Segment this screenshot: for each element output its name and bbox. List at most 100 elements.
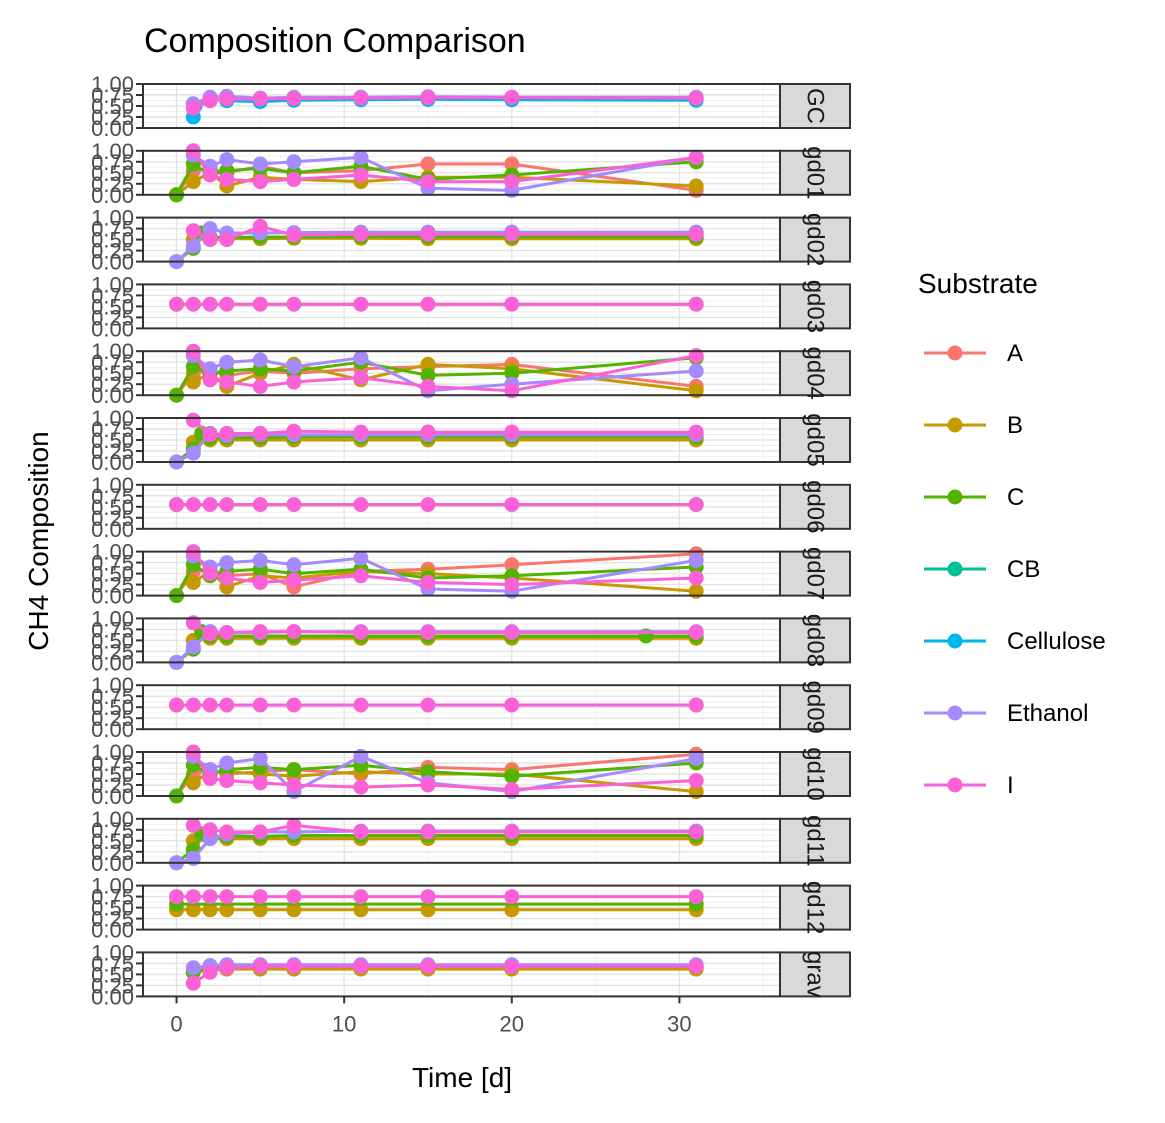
data-point <box>286 817 302 833</box>
data-point <box>185 975 201 991</box>
y-tick-label: 0.25 <box>91 105 134 130</box>
data-point <box>252 296 268 312</box>
facet-panel-gd09: 0.000.250.500.751.00 gd09 <box>91 673 851 742</box>
y-tick-label: 0.50 <box>91 161 134 186</box>
data-point <box>252 697 268 713</box>
y-tick-label: 0.75 <box>91 484 134 509</box>
y-tick-label: 0.25 <box>91 506 134 531</box>
data-point <box>504 226 520 242</box>
y-tick-label: 0.75 <box>91 885 134 910</box>
y-tick-label: 0.50 <box>91 428 134 453</box>
data-point <box>688 424 704 440</box>
data-point <box>504 889 520 905</box>
facet-strip <box>779 350 851 397</box>
data-point <box>504 296 520 312</box>
series-I <box>185 959 704 991</box>
facet-strip <box>779 684 851 731</box>
data-point <box>420 367 436 383</box>
legend-key-point <box>947 417 963 433</box>
data-point <box>420 424 436 440</box>
y-tick-label: 0.50 <box>91 562 134 587</box>
y-tick-label: 1.00 <box>91 740 134 765</box>
facet-panel-gd03: 0.000.250.500.751.00 gd03 <box>91 272 851 341</box>
series-line <box>175 160 697 196</box>
data-point <box>353 697 369 713</box>
data-point <box>169 296 184 312</box>
data-point <box>420 574 436 590</box>
data-point <box>219 171 235 187</box>
facet-strip-label: gd10 <box>802 747 829 800</box>
data-point <box>420 356 436 372</box>
y-tick-label: 1.00 <box>91 139 134 164</box>
data-point <box>688 625 704 640</box>
data-point <box>504 902 520 918</box>
data-point <box>219 773 235 789</box>
series-line <box>175 227 697 263</box>
facet-strip-label: grav <box>802 951 829 998</box>
data-point <box>420 156 436 172</box>
y-tick-label: 0.25 <box>91 639 134 664</box>
facet-strip-label: gd05 <box>802 413 829 466</box>
data-point <box>504 768 520 784</box>
data-point <box>353 370 369 386</box>
y-tick-label: 0.25 <box>91 239 134 264</box>
facet-panel-gd11: 0.000.250.500.751.00 gd11 <box>91 807 851 876</box>
data-point <box>504 156 520 172</box>
data-point <box>286 959 302 974</box>
y-tick-label: 0.50 <box>91 962 134 987</box>
data-point <box>185 775 201 791</box>
facet-strip <box>779 417 851 463</box>
facet-panel-gd04: 0.000.250.500.751.00 gd04 <box>91 339 851 408</box>
data-point <box>252 352 268 368</box>
data-point <box>202 964 218 980</box>
legend-item-I: I <box>924 772 1014 799</box>
data-point <box>420 90 436 106</box>
chart-title: Composition Comparison <box>144 22 526 60</box>
data-point <box>504 365 520 381</box>
data-point <box>420 296 436 312</box>
data-point <box>185 445 201 461</box>
facet-panel-gd07: 0.000.250.500.751.00 gd07 <box>91 540 851 609</box>
y-tick-label: 0.75 <box>91 617 134 642</box>
data-point <box>420 777 436 793</box>
y-tick-label: 1.00 <box>91 540 134 565</box>
data-point <box>688 570 704 586</box>
data-point <box>420 959 436 974</box>
y-tick-label: 0.25 <box>91 172 134 197</box>
data-point <box>185 223 201 239</box>
y-tick-label: 0.75 <box>91 150 134 175</box>
data-point <box>688 90 704 106</box>
x-axis-label: Time [d] <box>412 1062 512 1093</box>
data-point <box>185 889 201 905</box>
facet-strip <box>779 216 851 263</box>
legend-label: I <box>1007 772 1014 799</box>
data-point <box>252 91 268 107</box>
data-point <box>252 156 268 172</box>
y-tick-label: 0.00 <box>91 183 134 208</box>
y-tick-label: 0.50 <box>91 829 134 854</box>
data-point <box>353 568 369 584</box>
legend-item-Cellulose: Cellulose <box>924 628 1106 655</box>
series-line <box>175 761 697 797</box>
data-point <box>202 232 218 248</box>
y-tick-label: 0.75 <box>91 951 134 976</box>
data-point <box>420 697 436 713</box>
data-point <box>202 497 218 513</box>
facet-strip-label: gd07 <box>802 547 829 600</box>
facet-panel-grav: 0.000.250.500.751.00 grav <box>91 940 851 1009</box>
series-I <box>169 296 704 312</box>
legend-label: B <box>1007 412 1023 439</box>
series-I <box>185 218 704 248</box>
y-tick-label: 0.25 <box>91 706 134 731</box>
data-point <box>504 90 520 106</box>
data-point <box>202 626 218 642</box>
data-point <box>185 697 201 713</box>
y-tick-label: 0.00 <box>91 984 134 1009</box>
y-tick-label: 0.00 <box>91 116 134 141</box>
data-point <box>202 566 218 582</box>
legend-label: Ethanol <box>1007 700 1088 727</box>
data-point <box>185 238 201 254</box>
data-point <box>420 174 436 190</box>
data-point <box>169 497 184 513</box>
data-point <box>219 425 235 441</box>
